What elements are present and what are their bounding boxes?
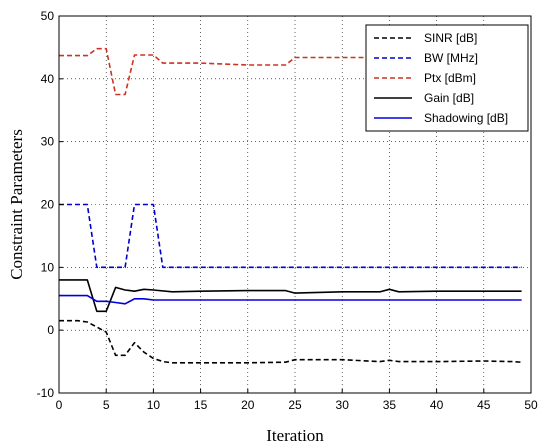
y-tick-label: 50: [41, 9, 55, 23]
x-tick-label: 35: [383, 398, 397, 412]
series-line-1: [59, 203, 522, 269]
series-line-3: [59, 279, 522, 313]
legend-label: Ptx [dBm]: [424, 71, 476, 85]
x-tick-label: 40: [430, 398, 444, 412]
x-tick-label: 0: [56, 398, 63, 412]
x-tick-label: 15: [194, 398, 208, 412]
series-line-4: [59, 294, 522, 305]
legend: SINR [dB] BW [MHz] Ptx [dBm] Gain [dB] Shado…: [365, 24, 529, 132]
x-tick-label: 45: [477, 398, 491, 412]
grid: [59, 16, 531, 393]
y-tick-labels: -10 0 10 20 30 40 50: [37, 9, 63, 400]
series-layer: [59, 47, 522, 364]
x-tick-label: 10: [147, 398, 161, 412]
legend-label: Gain [dB]: [424, 91, 474, 105]
legend-label: BW [MHz]: [424, 51, 478, 65]
x-axis-title: Iteration: [266, 426, 324, 445]
y-tick-label: 30: [41, 135, 55, 149]
y-axis-title: Constraint Parameters: [7, 129, 26, 280]
x-tick-label: 50: [524, 398, 538, 412]
x-tick-label: 20: [241, 398, 255, 412]
x-tick-labels: 0 5 10 15 20 25 30 35 40 45 50: [56, 389, 538, 412]
x-tick-label: 5: [103, 398, 110, 412]
y-tick-label: 40: [41, 72, 55, 86]
series-line-2: [59, 47, 522, 96]
series-line-0: [59, 319, 522, 364]
legend-label: SINR [dB]: [424, 31, 477, 45]
y-tick-label: 0: [47, 323, 54, 337]
x-tick-label: 30: [336, 398, 350, 412]
y-tick-label: 10: [41, 260, 55, 274]
y-tick-label: 20: [41, 198, 55, 212]
x-tick-label: 25: [288, 398, 302, 412]
legend-label: Shadowing [dB]: [424, 111, 508, 125]
y-tick-label: -10: [37, 386, 55, 400]
